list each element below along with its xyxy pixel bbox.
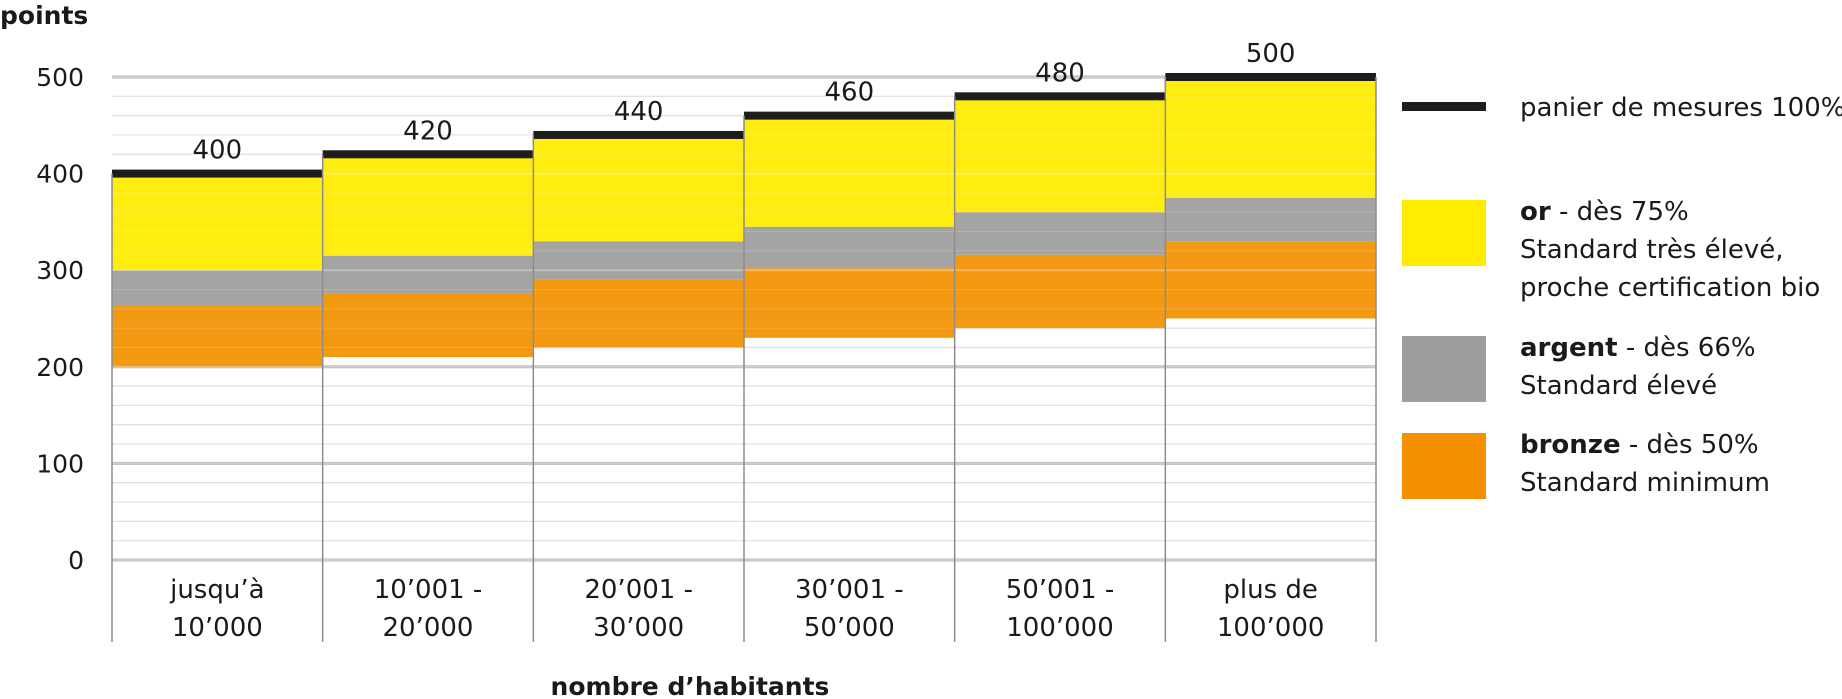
legend-name: argent	[1520, 333, 1618, 363]
x-axis-title: nombre d’habitants	[551, 672, 830, 699]
panier-cap	[1165, 73, 1376, 81]
legend-name: bronze	[1520, 430, 1621, 460]
category-label-line2: 10’000	[172, 613, 263, 643]
category-label-line1: 50’001 -	[1006, 575, 1115, 605]
legend-swatch-or	[1402, 200, 1486, 266]
category-labels: jusqu’à 10’000 10’001 - 20’000 20’001 - 30’00…	[169, 575, 1324, 643]
panier-cap	[744, 111, 955, 120]
argent-band	[744, 226, 955, 269]
panier-cap	[533, 130, 744, 139]
or-band	[1165, 77, 1376, 198]
y-tick-labels: 0 100 200 300 400 500	[36, 63, 84, 575]
category-label-line1: jusqu’à	[169, 575, 264, 605]
legend-label: or - dès 75%	[1520, 197, 1689, 227]
argent-band	[322, 255, 534, 294]
argent-band	[1165, 197, 1376, 242]
argent-band	[954, 212, 1166, 255]
category-label-line2: 20’000	[383, 613, 474, 643]
category-label-line2: 50’000	[804, 613, 895, 643]
or-band	[322, 154, 534, 256]
bronze-band	[112, 304, 323, 367]
legend-item-or: or - dès 75% Standard très élevé, proche c…	[1402, 197, 1820, 303]
category-label-line2: 100’000	[1006, 613, 1114, 643]
category-label-line1: 20’001 -	[584, 575, 693, 605]
y-tick-label: 200	[36, 353, 84, 382]
or-band	[533, 134, 744, 242]
y-tick-label: 300	[36, 256, 84, 285]
y-tick-label: 400	[36, 160, 84, 189]
or-band	[954, 96, 1166, 213]
bronze-band	[744, 268, 955, 338]
legend-description: Standard très élevé,	[1520, 235, 1784, 265]
legend-label: panier de mesures 100%	[1520, 93, 1842, 123]
argent-band	[112, 270, 323, 305]
legend-threshold: - dès 66%	[1618, 333, 1756, 363]
y-axis-title: points	[0, 1, 88, 30]
bronze-band	[1165, 241, 1376, 319]
total-label: 440	[614, 97, 664, 127]
legend-threshold: - dès 75%	[1551, 197, 1689, 227]
argent-band	[533, 241, 744, 280]
panier-cap	[322, 150, 534, 159]
legend-description: proche certification bio	[1520, 273, 1820, 303]
total-label: 420	[403, 116, 453, 146]
legend-description: Standard minimum	[1520, 468, 1770, 498]
category-label-line2: 100’000	[1217, 613, 1325, 643]
total-labels: 400 420 440 460 480 500	[193, 39, 1296, 166]
legend-label: argent - dès 66%	[1520, 333, 1756, 363]
category-label-line1: 30’001 -	[795, 575, 904, 605]
bronze-band	[954, 254, 1166, 329]
category-label-line1: 10’001 -	[374, 575, 483, 605]
column-dividers	[111, 77, 1377, 642]
legend-swatch-bronze	[1402, 433, 1486, 499]
bronze-band	[533, 279, 744, 348]
category-label-line1: plus de	[1223, 575, 1318, 605]
category-label-line2: 30’000	[593, 613, 684, 643]
y-tick-label: 0	[68, 546, 84, 575]
or-band	[112, 173, 323, 271]
panier-cap	[954, 92, 1166, 101]
bronze-band	[322, 293, 534, 358]
total-label: 480	[1035, 58, 1085, 88]
total-label: 500	[1246, 39, 1296, 69]
legend-label: bronze - dès 50%	[1520, 430, 1759, 460]
y-tick-label: 100	[36, 449, 84, 478]
y-tick-label: 500	[36, 63, 84, 92]
total-label: 400	[193, 136, 243, 166]
legend-description: Standard élevé	[1520, 371, 1717, 401]
legend-threshold: - dès 50%	[1621, 430, 1759, 460]
legend-name: or	[1520, 197, 1551, 227]
legend-item-panier: panier de mesures 100%	[1402, 93, 1842, 123]
panier-cap	[112, 169, 323, 178]
legend-item-argent: argent - dès 66% Standard élevé	[1402, 333, 1756, 402]
legend-item-bronze: bronze - dès 50% Standard minimum	[1402, 430, 1770, 499]
or-band	[744, 115, 955, 227]
legend-swatch-panier	[1402, 102, 1486, 111]
legend-swatch-argent	[1402, 336, 1486, 402]
total-label: 460	[825, 78, 875, 108]
legend: panier de mesures 100% or - dès 75% Standa…	[1402, 93, 1842, 499]
